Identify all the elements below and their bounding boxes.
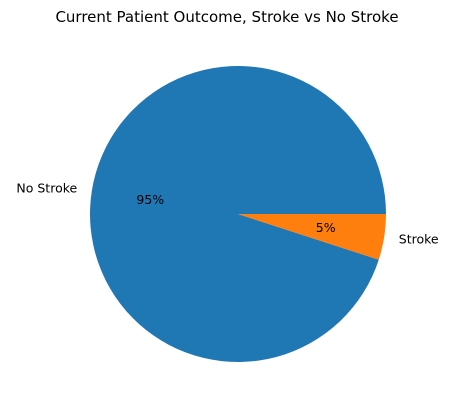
- slice-label-no-stroke: No Stroke: [16, 181, 77, 196]
- pie-slice-no-stroke: [90, 66, 387, 363]
- pie-slices: [90, 66, 387, 363]
- slice-label-stroke: Stroke: [399, 231, 439, 246]
- pie-labels: No Stroke 95% Stroke 5%: [16, 181, 439, 247]
- chart-title: Current Patient Outcome, Stroke vs No St…: [55, 8, 398, 26]
- pie-slice-stroke: [238, 214, 387, 260]
- slice-percent-stroke: 5%: [316, 220, 336, 235]
- slice-percent-no-stroke: 95%: [136, 192, 164, 207]
